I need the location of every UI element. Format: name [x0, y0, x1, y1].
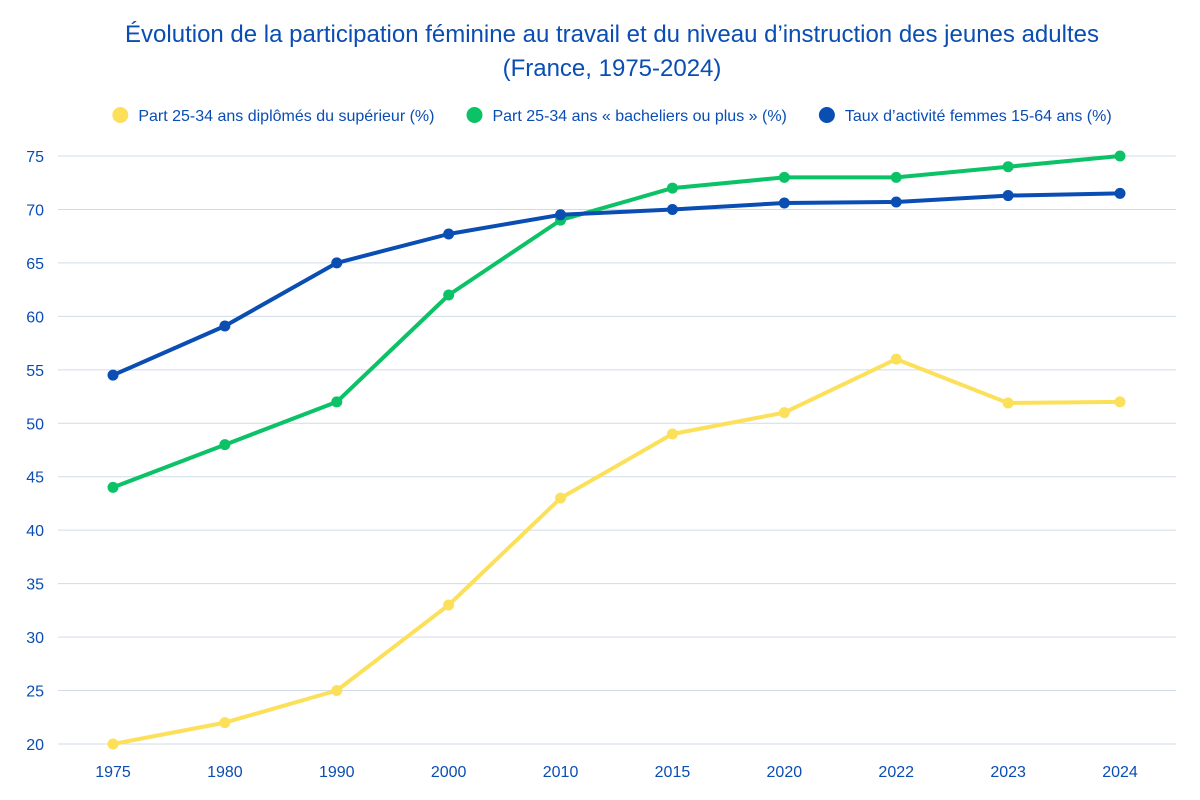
data-point — [555, 209, 567, 221]
data-point — [443, 599, 455, 611]
x-tick-label: 1975 — [95, 764, 131, 781]
data-point — [331, 685, 343, 697]
y-tick-label: 60 — [26, 309, 44, 326]
legend-label: Part 25-34 ans « bacheliers ou plus » (%… — [492, 108, 786, 125]
series-1 — [107, 150, 1126, 493]
legend-item: Part 25-34 ans « bacheliers ou plus » (%… — [466, 107, 787, 125]
legend-marker — [466, 107, 483, 123]
data-point — [1114, 187, 1126, 199]
legend-marker — [818, 107, 835, 123]
x-tick-label: 2020 — [767, 764, 803, 781]
data-point — [219, 320, 231, 332]
series-2 — [107, 187, 1126, 381]
y-tick-label: 35 — [26, 577, 44, 594]
x-tick-label: 2015 — [655, 764, 691, 781]
data-point — [331, 257, 343, 269]
series-line — [111, 357, 1122, 746]
y-tick-label: 40 — [26, 523, 44, 540]
y-tick-label: 70 — [26, 202, 44, 219]
y-tick-label: 20 — [26, 737, 44, 754]
series-0 — [107, 353, 1126, 750]
x-tick-label: 2023 — [990, 764, 1026, 781]
data-point — [219, 717, 231, 729]
y-tick-label: 45 — [26, 470, 44, 487]
series-line — [111, 154, 1122, 490]
data-point — [778, 197, 790, 209]
chart-title-line-2: (France, 1975-2024) — [503, 55, 722, 82]
y-tick-label: 75 — [26, 149, 44, 166]
data-point — [1002, 161, 1014, 173]
x-tick-label: 2000 — [431, 764, 467, 781]
data-point — [107, 738, 119, 750]
y-tick-label: 30 — [26, 630, 44, 647]
data-point — [1002, 397, 1014, 409]
legend-label: Taux d’activité femmes 15-64 ans (%) — [845, 108, 1112, 125]
data-point — [1114, 396, 1126, 408]
data-point — [666, 203, 678, 215]
y-tick-label: 55 — [26, 363, 44, 380]
x-tick-label: 2022 — [878, 764, 914, 781]
x-tick-label: 2010 — [543, 764, 579, 781]
series-lines — [107, 150, 1126, 750]
x-axis: 1975 1980 1990 2000 2010 2015 2020 2022 2023 2024 — [95, 764, 1138, 781]
data-point — [890, 171, 902, 183]
chart-title-line-1: Évolution de la participation féminine a… — [125, 21, 1099, 48]
chart-title: Évolution de la participation féminine a… — [125, 21, 1099, 82]
legend-label: Part 25-34 ans diplômés du supérieur (%) — [138, 108, 434, 125]
data-point — [666, 428, 678, 440]
legend-item: Part 25-34 ans diplômés du supérieur (%) — [112, 107, 434, 125]
grid-lines — [58, 155, 1176, 745]
data-point — [107, 481, 119, 493]
data-point — [666, 182, 678, 194]
data-point — [778, 407, 790, 419]
x-tick-label: 2024 — [1102, 764, 1138, 781]
data-point — [443, 289, 455, 301]
x-tick-label: 1980 — [207, 764, 243, 781]
data-point — [107, 369, 119, 381]
data-point — [890, 353, 902, 365]
data-point — [1114, 150, 1126, 162]
data-point — [778, 171, 790, 183]
data-point — [443, 228, 455, 240]
y-tick-label: 65 — [26, 256, 44, 273]
legend-item: Taux d’activité femmes 15-64 ans (%) — [818, 107, 1112, 125]
series-line — [111, 191, 1122, 378]
data-point — [555, 492, 567, 504]
data-point — [890, 196, 902, 208]
data-point — [219, 439, 231, 451]
legend-marker — [112, 107, 129, 123]
chart-legend: Part 25-34 ans diplômés du supérieur (%)… — [112, 107, 1112, 125]
x-tick-label: 1990 — [319, 764, 355, 781]
y-tick-label: 25 — [26, 684, 44, 701]
data-point — [1002, 190, 1014, 202]
y-tick-label: 50 — [26, 416, 44, 433]
y-axis: 20 25 30 35 40 45 50 55 60 65 70 75 — [26, 149, 44, 754]
data-point — [331, 396, 343, 408]
